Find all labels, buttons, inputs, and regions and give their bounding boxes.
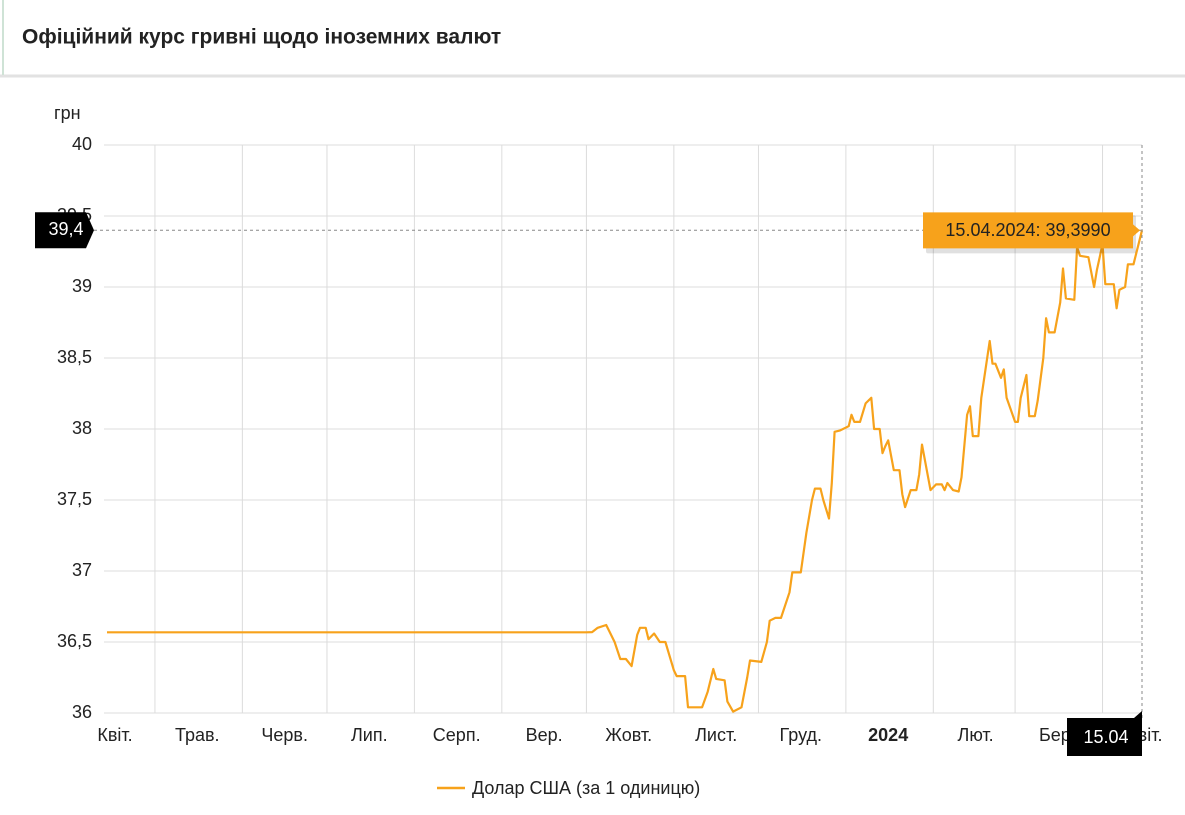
y-tick-label: 37: [72, 560, 92, 580]
y-tick-label: 39: [72, 276, 92, 296]
x-crosshair-box: [1067, 711, 1142, 756]
y-tick-label: 37,5: [57, 489, 92, 509]
x-tick-label: Лист.: [695, 725, 737, 745]
x-tick-label: Жовт.: [605, 725, 652, 745]
x-tick-label: Серп.: [433, 725, 481, 745]
y-unit: грн: [54, 103, 81, 123]
tooltip-text: 15.04.2024: 39,3990: [945, 220, 1110, 240]
x-tick-label: Лип.: [351, 725, 388, 745]
tooltip-box: [923, 212, 1140, 249]
y-tick-label: 38: [72, 418, 92, 438]
x-tick-label: Вер.: [526, 725, 563, 745]
legend-label: Долар США (за 1 одиницю): [472, 778, 700, 798]
x-tick-label: Черв.: [261, 725, 308, 745]
y-tick-label: 36,5: [57, 631, 92, 651]
x-tick-label: Бер.: [1039, 725, 1076, 745]
y-tick-label: 36: [72, 702, 92, 722]
y-tick-label: 38,5: [57, 347, 92, 367]
x-tick-label: Лют.: [958, 725, 994, 745]
y-crosshair-label: 39,4: [48, 219, 83, 239]
x-tick-label: 2024: [868, 725, 908, 745]
header-bg: [0, 0, 1185, 75]
x-crosshair-label: 15.04: [1083, 727, 1128, 747]
y-tick-label: 40: [72, 134, 92, 154]
x-tick-label: Груд.: [780, 725, 822, 745]
y-crosshair-box: [35, 212, 94, 249]
x-tick-label: Трав.: [175, 725, 220, 745]
x-tick-label: Квіт.: [97, 725, 132, 745]
series-line: [107, 230, 1144, 713]
header-title: Офіційний курс гривні щодо іноземних вал…: [22, 26, 501, 49]
